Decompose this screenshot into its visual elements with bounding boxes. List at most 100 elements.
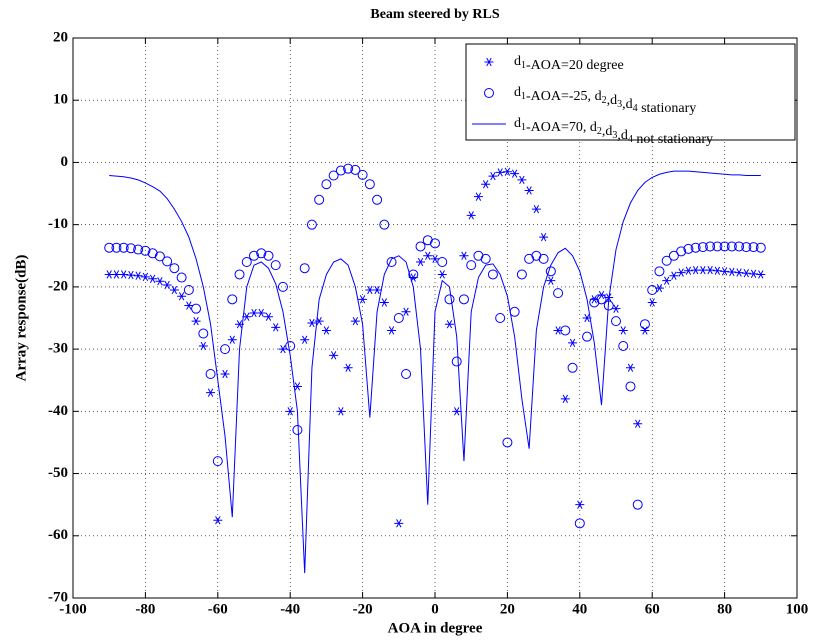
star-marker [517,175,527,185]
circle-marker [480,253,491,264]
circle-marker [545,266,556,277]
y-tick-label: -50 [48,465,68,481]
circle-marker [111,242,122,253]
star-marker [531,204,541,214]
circle-marker [596,294,607,305]
star-marker [111,270,121,279]
star-marker [162,280,172,290]
star-marker [256,308,266,318]
circle-marker [755,242,766,253]
circle-marker [567,362,578,373]
circle-marker [306,219,317,230]
circle-marker [430,238,440,249]
circle-marker [372,194,383,205]
circle-marker [299,263,310,274]
circle-marker [458,294,469,305]
circle-marker [560,325,571,336]
star-marker [191,316,201,326]
circle-marker [705,241,716,252]
circle-marker [516,269,527,280]
star-marker [698,265,708,275]
legend-label: d1-AOA=70, d2,d3,d4 not stationary [514,116,713,147]
circle-marker [343,163,354,174]
y-tick-label: -60 [48,527,68,543]
star-marker [350,316,360,326]
y-tick-label: -70 [48,589,68,605]
circle-marker [162,256,173,267]
circle-marker [220,344,231,355]
x-tick-label: 80 [717,601,732,617]
star-marker [466,211,476,220]
star-marker [669,271,679,280]
star-marker [140,272,150,282]
star-marker [423,251,433,260]
star-marker [495,168,505,177]
circle-marker [263,250,274,261]
star-marker [452,407,462,416]
x-tick-label: 100 [786,601,809,617]
circle-marker [277,281,288,292]
star-marker [271,323,281,332]
star-marker [300,335,310,344]
circle-marker [589,297,600,308]
circle-marker [726,241,737,252]
x-axis-label: AOA in degree [388,620,483,636]
circle-marker [205,369,216,379]
star-marker [119,270,129,279]
star-marker [510,169,520,178]
star-marker [329,351,339,360]
data-line [109,170,761,574]
circle-marker [408,269,419,280]
circle-marker [473,250,484,261]
circle-marker [350,164,361,175]
circle-marker [734,241,745,252]
y-tick-label: -10 [48,216,68,232]
y-tick-label: -40 [48,403,68,419]
star-marker [184,301,194,310]
star-marker [242,312,252,321]
star-marker [126,270,136,280]
chart-title: Beam steered by RLS [370,7,499,22]
circle-marker [625,381,636,392]
circle-marker [444,294,455,305]
star-marker [546,276,556,285]
star-marker [459,251,469,260]
circle-marker [118,242,129,253]
circle-marker [632,499,643,510]
x-tick-label: -20 [353,601,373,617]
star-marker [314,316,324,326]
circle-marker [502,437,513,448]
y-axis-label: Array response(dB) [13,255,29,382]
star-marker [372,285,382,295]
star-marker [430,254,440,264]
star-marker [401,307,411,316]
star-marker [177,292,187,301]
circle-marker [538,253,549,264]
circle-marker [466,260,477,271]
circle-marker [176,272,187,283]
star-marker [220,369,230,379]
circle-marker [676,246,687,257]
star-marker [169,285,179,295]
circle-marker [437,257,448,267]
circle-marker [198,328,209,339]
star-marker [104,270,114,279]
legend-marker [484,57,494,67]
circle-marker [133,244,144,255]
star-marker [625,363,635,372]
circle-marker [393,313,404,323]
star-marker [213,516,223,525]
star-marker [756,270,766,279]
circle-marker [379,219,390,230]
star-marker [235,320,245,329]
circle-marker [451,356,462,367]
circle-marker [364,179,375,190]
star-marker [321,326,331,335]
star-marker [358,295,368,304]
circle-marker [140,245,151,256]
circle-marker [191,303,202,314]
circle-marker [683,243,694,254]
star-marker [292,382,302,391]
star-marker [749,269,759,278]
